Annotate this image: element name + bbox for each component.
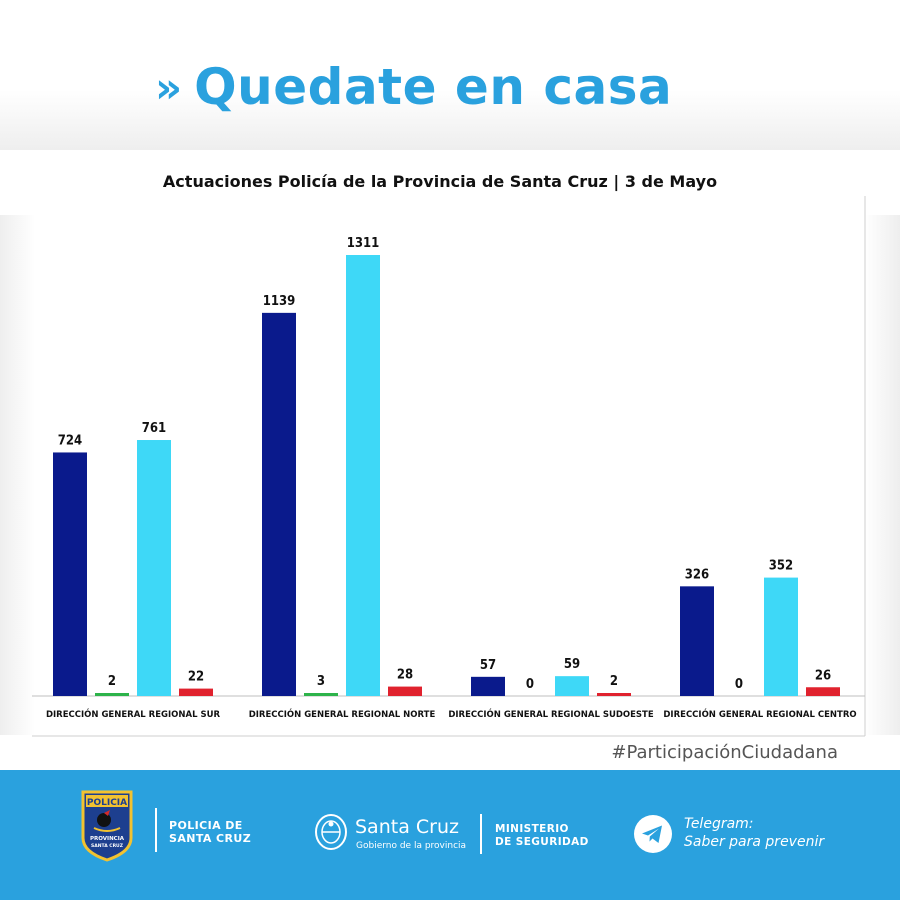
bar <box>555 676 589 696</box>
telegram-subtitle[interactable]: Saber para prevenir <box>684 834 825 850</box>
bar <box>53 452 87 696</box>
crest-banner <box>86 795 128 807</box>
bar <box>137 440 171 696</box>
telegram-icon[interactable] <box>633 814 673 854</box>
province-subtitle: Gobierno de la provincia <box>356 841 467 851</box>
data-label: 2 <box>610 674 618 689</box>
hashtag: #ParticipaciónCiudadana <box>611 742 838 763</box>
bar <box>95 693 129 696</box>
panel-shadow-left <box>0 215 35 735</box>
bar <box>388 686 422 696</box>
footer-bar <box>0 770 900 900</box>
bar <box>597 693 631 696</box>
bar <box>304 693 338 696</box>
data-label: 761 <box>142 421 166 436</box>
data-label: 57 <box>480 658 496 673</box>
crest-top-text: POLICIA <box>87 798 127 808</box>
ministry-line2: DE SEGURIDAD <box>495 836 589 848</box>
header-banner <box>0 0 900 150</box>
province-emblem-icon <box>315 814 347 850</box>
rooster-icon <box>97 813 111 827</box>
data-label: 326 <box>685 567 709 582</box>
data-label: 1311 <box>347 236 380 251</box>
data-label: 22 <box>188 670 204 685</box>
crest-bottom-text: SANTA CRUZ <box>91 843 124 849</box>
bar <box>806 687 840 696</box>
footer-divider <box>155 808 157 852</box>
footer-divider <box>480 814 482 854</box>
data-label: 1139 <box>263 294 296 309</box>
bar <box>764 577 798 696</box>
data-label: 3 <box>317 674 325 689</box>
ministry-line1: MINISTERIO <box>495 823 569 835</box>
data-label: 28 <box>397 668 413 683</box>
headline-text: Quedate en casa <box>194 58 673 116</box>
crest-mid-text: PROVINCIA <box>90 836 125 842</box>
category-label: DIRECCIÓN GENERAL REGIONAL SUDOESTE <box>448 708 654 720</box>
bar <box>471 676 505 696</box>
telegram-title[interactable]: Telegram: <box>684 816 754 832</box>
headline: » Quedate en casa <box>155 52 672 122</box>
panel-shadow-right <box>864 215 900 735</box>
data-label: 2 <box>108 674 116 689</box>
bar <box>179 688 213 696</box>
category-label: DIRECCIÓN GENERAL REGIONAL CENTRO <box>663 708 856 720</box>
police-crest-logo: POLICIA PROVINCIA SANTA CRUZ <box>81 790 133 862</box>
bar <box>262 312 296 696</box>
data-label: 0 <box>526 677 534 692</box>
data-label: 724 <box>58 433 82 448</box>
police-label-line2: SANTA CRUZ <box>169 832 252 845</box>
data-label: 0 <box>735 677 743 692</box>
bar <box>680 586 714 696</box>
police-label-line1: POLICIA DE <box>169 819 243 832</box>
category-label: DIRECCIÓN GENERAL REGIONAL SUR <box>46 708 221 720</box>
data-label: 59 <box>564 657 580 672</box>
chart-title: Actuaciones Policía de la Provincia de S… <box>162 172 718 191</box>
data-label: 352 <box>769 559 793 574</box>
data-label: 26 <box>815 668 831 683</box>
category-label: DIRECCIÓN GENERAL REGIONAL NORTE <box>249 708 436 720</box>
province-name: Santa Cruz <box>355 816 459 838</box>
bar <box>346 255 380 696</box>
